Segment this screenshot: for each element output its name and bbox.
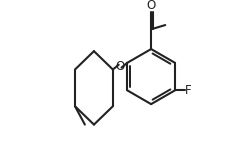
Text: O: O [146, 0, 156, 12]
Text: F: F [185, 84, 192, 97]
Text: O: O [116, 60, 125, 73]
